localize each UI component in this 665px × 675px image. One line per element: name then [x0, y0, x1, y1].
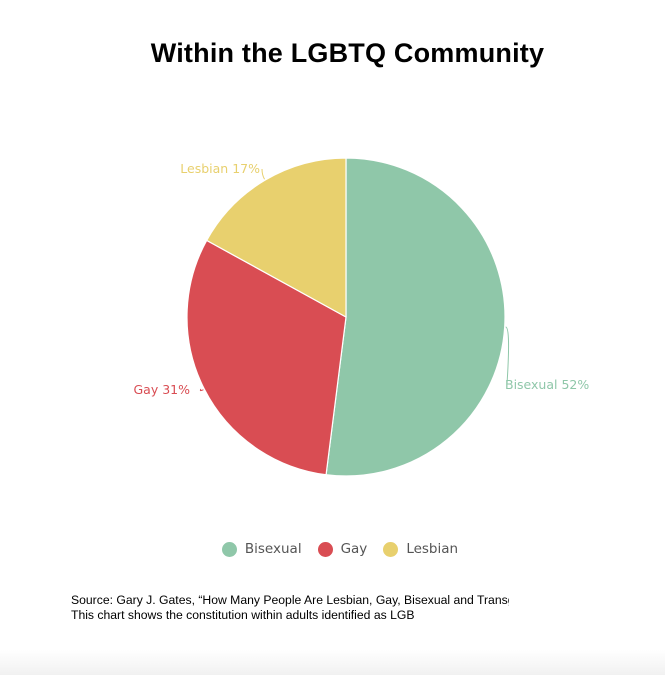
chart-title: Within the LGBTQ Community [150, 38, 545, 68]
leader-line-lesbian [261, 168, 265, 180]
legend-item-gay[interactable]: Gay [317, 541, 368, 557]
chart-legend: Bisexual Gay Lesbian [0, 541, 665, 557]
leader-line-gay [199, 388, 204, 392]
data-label-lesbian: Lesbian 17% [180, 161, 260, 176]
pie-slice-bisexual[interactable] [325, 157, 506, 477]
data-label-bisexual: Bisexual 52% [505, 377, 589, 392]
legend-item-lesbian[interactable]: Lesbian [383, 541, 458, 557]
pie-slice-gay[interactable] [186, 239, 347, 476]
legend-item-bisexual[interactable]: Bisexual [221, 541, 302, 557]
source-text: Source: Gary J. Gates, “How Many People … [71, 593, 509, 607]
leader-line-bisexual [505, 326, 510, 385]
pie-slice-lesbian[interactable] [205, 157, 347, 319]
legend-label-bisexual: Bisexual [244, 541, 302, 557]
legend-swatch-lesbian [383, 541, 399, 557]
legend-swatch-gay [317, 541, 333, 557]
source-note: Source: Gary J. Gates, “How Many People … [71, 593, 509, 623]
bottom-strip [0, 650, 665, 675]
legend-label-lesbian: Lesbian [406, 541, 459, 557]
legend-label-gay: Gay [340, 541, 368, 557]
data-label-gay: Gay 31% [133, 382, 190, 397]
chart-description: This chart shows the constitution within… [71, 608, 415, 622]
legend-swatch-bisexual [221, 541, 237, 557]
